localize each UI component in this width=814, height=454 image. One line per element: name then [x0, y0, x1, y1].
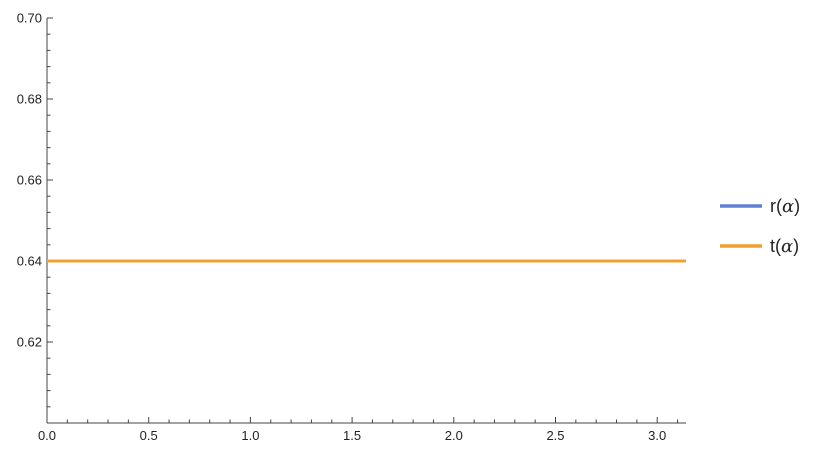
x-tick-label: 2.5: [546, 428, 564, 443]
legend-label: r(α): [770, 196, 800, 217]
y-tick-label: 0.70: [17, 11, 42, 26]
axes: [46, 18, 686, 424]
legend-label: t(α): [770, 236, 799, 257]
legend-item: r(α): [720, 196, 800, 217]
legend: r(α) t(α): [720, 196, 800, 257]
x-tick-label: 1.0: [241, 428, 259, 443]
x-tick-label: 0.0: [38, 428, 56, 443]
x-tick-label: 3.0: [648, 428, 666, 443]
x-axis-ticks: 0.0 0.5 1.0 1.5 2.0 2.5 3.0: [38, 417, 679, 443]
y-tick-label: 0.64: [17, 254, 42, 269]
x-tick-label: 1.5: [343, 428, 361, 443]
y-axis-ticks: 0.62 0.64 0.66 0.68 0.70: [17, 11, 53, 424]
y-tick-label: 0.68: [17, 92, 42, 107]
x-tick-label: 0.5: [140, 428, 158, 443]
y-tick-label: 0.66: [17, 173, 42, 188]
legend-item: t(α): [720, 236, 799, 257]
x-tick-label: 2.0: [445, 428, 463, 443]
y-tick-label: 0.62: [17, 335, 42, 350]
